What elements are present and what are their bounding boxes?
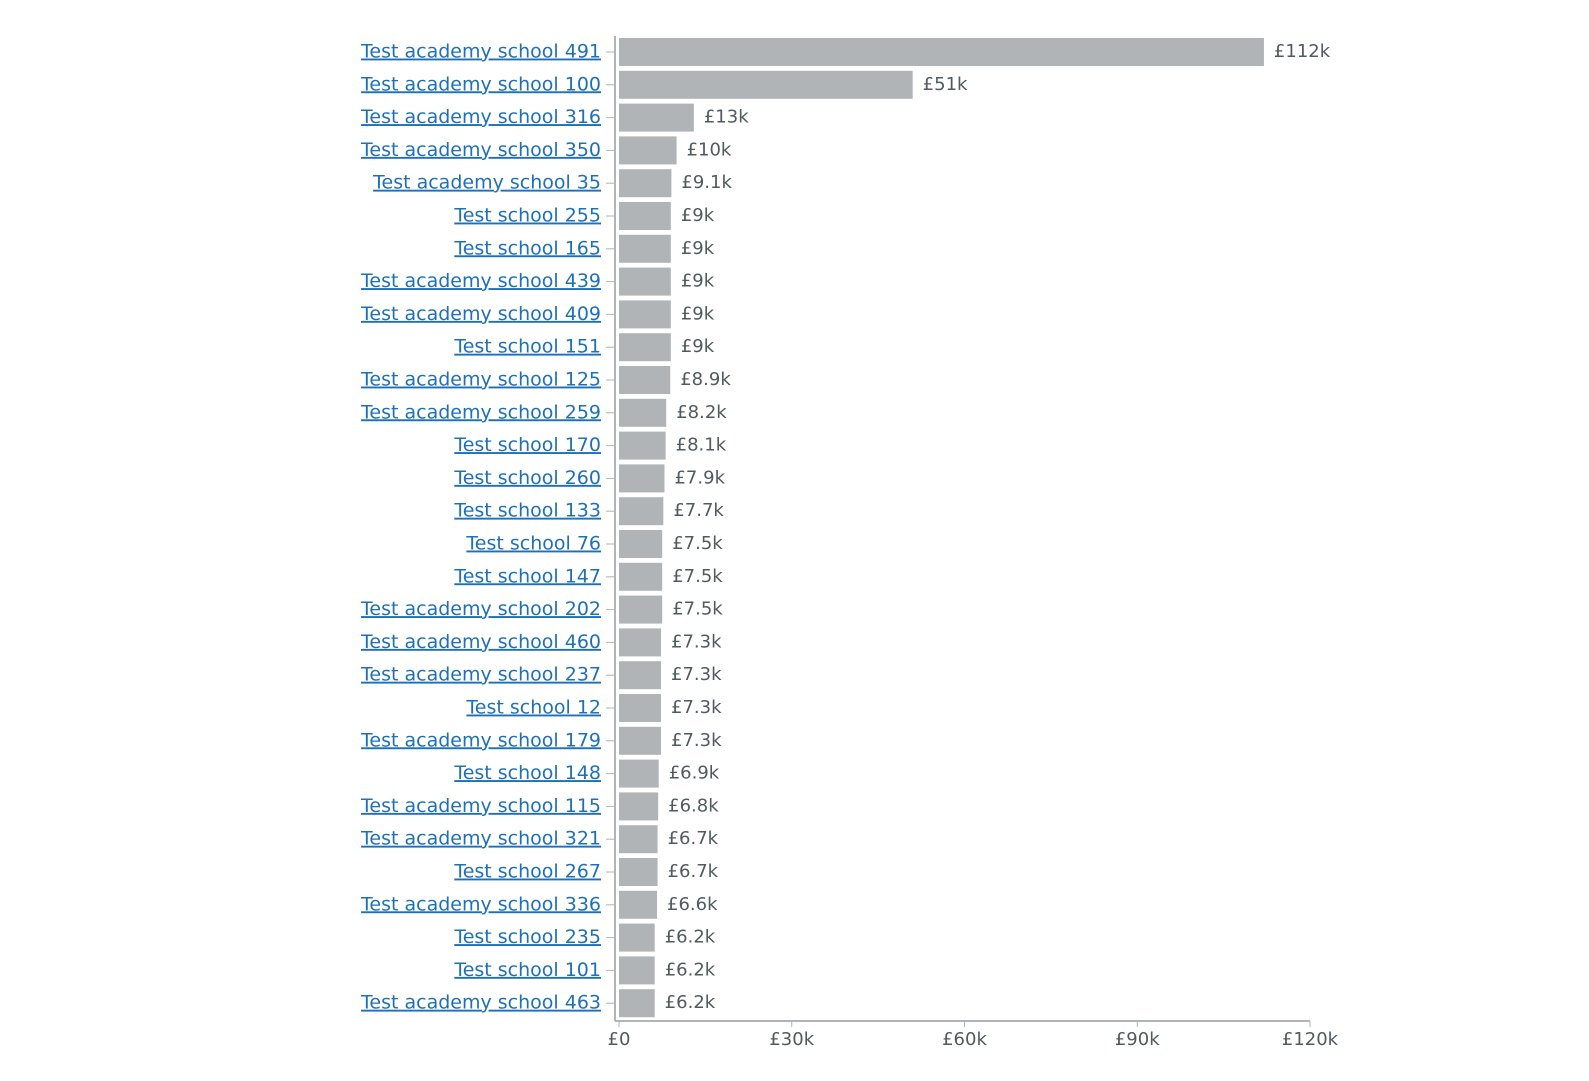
category-link[interactable]: Test school 170 — [453, 434, 601, 456]
category-link[interactable]: Test school 101 — [453, 959, 601, 981]
bar — [619, 792, 659, 821]
category-link[interactable]: Test academy school 100 — [360, 73, 601, 95]
value-label: £9k — [681, 271, 715, 292]
category-link[interactable]: Test academy school 439 — [360, 270, 601, 292]
bar — [619, 398, 667, 427]
bar — [619, 759, 659, 788]
bar — [619, 333, 671, 362]
value-label: £51k — [923, 74, 968, 95]
bar — [619, 431, 666, 460]
value-label: £7.5k — [672, 599, 723, 620]
value-label: £9k — [681, 303, 715, 324]
value-label: £8.1k — [676, 435, 727, 456]
x-tick-label: £0 — [608, 1029, 631, 1050]
value-label: £9.1k — [681, 172, 732, 193]
bar — [619, 366, 671, 394]
value-label: £7.5k — [672, 566, 723, 587]
bar — [619, 530, 663, 558]
x-tick-label: £60k — [942, 1029, 987, 1050]
value-label: £7.3k — [671, 664, 722, 685]
value-label: £6.7k — [668, 861, 719, 882]
category-link[interactable]: Test school 165 — [453, 237, 601, 259]
category-link[interactable]: Test school 255 — [453, 205, 601, 227]
value-label: £112k — [1274, 41, 1331, 62]
x-tick-label: £90k — [1115, 1029, 1160, 1050]
bar — [619, 169, 672, 198]
category-link[interactable]: Test school 235 — [453, 926, 601, 948]
bar — [619, 562, 663, 591]
value-label: £6.9k — [669, 763, 720, 784]
category-link[interactable]: Test school 147 — [453, 565, 601, 587]
category-link[interactable]: Test academy school 35 — [372, 172, 601, 194]
bar — [619, 70, 913, 99]
value-label: £7.5k — [672, 533, 723, 554]
value-label: £7.3k — [671, 730, 722, 751]
value-label: £6.2k — [665, 992, 716, 1013]
value-label: £8.2k — [676, 402, 727, 423]
category-link[interactable]: Test academy school 179 — [360, 729, 601, 751]
value-label: £7.3k — [671, 631, 722, 652]
value-label: £6.2k — [665, 927, 716, 948]
category-link[interactable]: Test academy school 259 — [360, 401, 601, 423]
category-link[interactable]: Test academy school 202 — [360, 598, 601, 620]
bar — [619, 956, 655, 985]
bar — [619, 825, 658, 854]
bar — [619, 267, 671, 296]
value-label: £10k — [687, 139, 732, 160]
bar — [619, 300, 671, 329]
bar — [619, 464, 665, 493]
bar — [619, 38, 1264, 66]
category-link[interactable]: Test school 151 — [453, 336, 601, 358]
category-link[interactable]: Test school 267 — [453, 861, 601, 883]
category-link[interactable]: Test academy school 115 — [360, 795, 601, 817]
value-label: £7.3k — [671, 697, 722, 718]
bar — [619, 497, 664, 526]
value-label: £6.8k — [668, 795, 719, 816]
bar — [619, 858, 658, 886]
value-label: £13k — [704, 107, 749, 128]
bar — [619, 726, 662, 755]
category-link[interactable]: Test academy school 125 — [360, 369, 601, 391]
value-label: £9k — [681, 336, 715, 357]
bar — [619, 628, 662, 657]
category-link[interactable]: Test academy school 460 — [360, 631, 601, 653]
category-link[interactable]: Test academy school 409 — [360, 303, 601, 325]
value-label: £6.7k — [668, 828, 719, 849]
value-label: £7.9k — [674, 467, 725, 488]
category-link[interactable]: Test academy school 321 — [360, 828, 601, 850]
x-tick-label: £120k — [1282, 1029, 1339, 1050]
category-link[interactable]: Test school 148 — [453, 762, 601, 784]
category-link[interactable]: Test academy school 350 — [360, 139, 601, 161]
value-label: £8.9k — [680, 369, 731, 390]
category-link[interactable]: Test academy school 463 — [360, 992, 601, 1014]
bar — [619, 890, 658, 919]
category-link[interactable]: Test academy school 491 — [360, 41, 601, 63]
category-link[interactable]: Test academy school 316 — [360, 106, 601, 128]
value-label: £7.7k — [673, 500, 724, 521]
category-link[interactable]: Test academy school 237 — [360, 664, 601, 686]
bar — [619, 923, 655, 952]
value-label: £6.2k — [665, 959, 716, 980]
value-label: £6.6k — [667, 894, 718, 915]
bar — [619, 661, 662, 690]
category-link[interactable]: Test school 12 — [465, 697, 601, 719]
value-label: £9k — [681, 205, 715, 226]
bar — [619, 595, 663, 624]
category-link[interactable]: Test academy school 336 — [360, 893, 601, 915]
category-link[interactable]: Test school 260 — [453, 467, 601, 489]
bar — [619, 103, 694, 132]
bar — [619, 234, 671, 263]
value-label: £9k — [681, 238, 715, 259]
bar — [619, 136, 677, 165]
category-link[interactable]: Test school 133 — [453, 500, 601, 522]
bar — [619, 694, 662, 722]
category-link[interactable]: Test school 76 — [465, 533, 601, 555]
bar — [619, 202, 671, 230]
x-tick-label: £30k — [769, 1029, 814, 1050]
bar — [619, 989, 655, 1018]
